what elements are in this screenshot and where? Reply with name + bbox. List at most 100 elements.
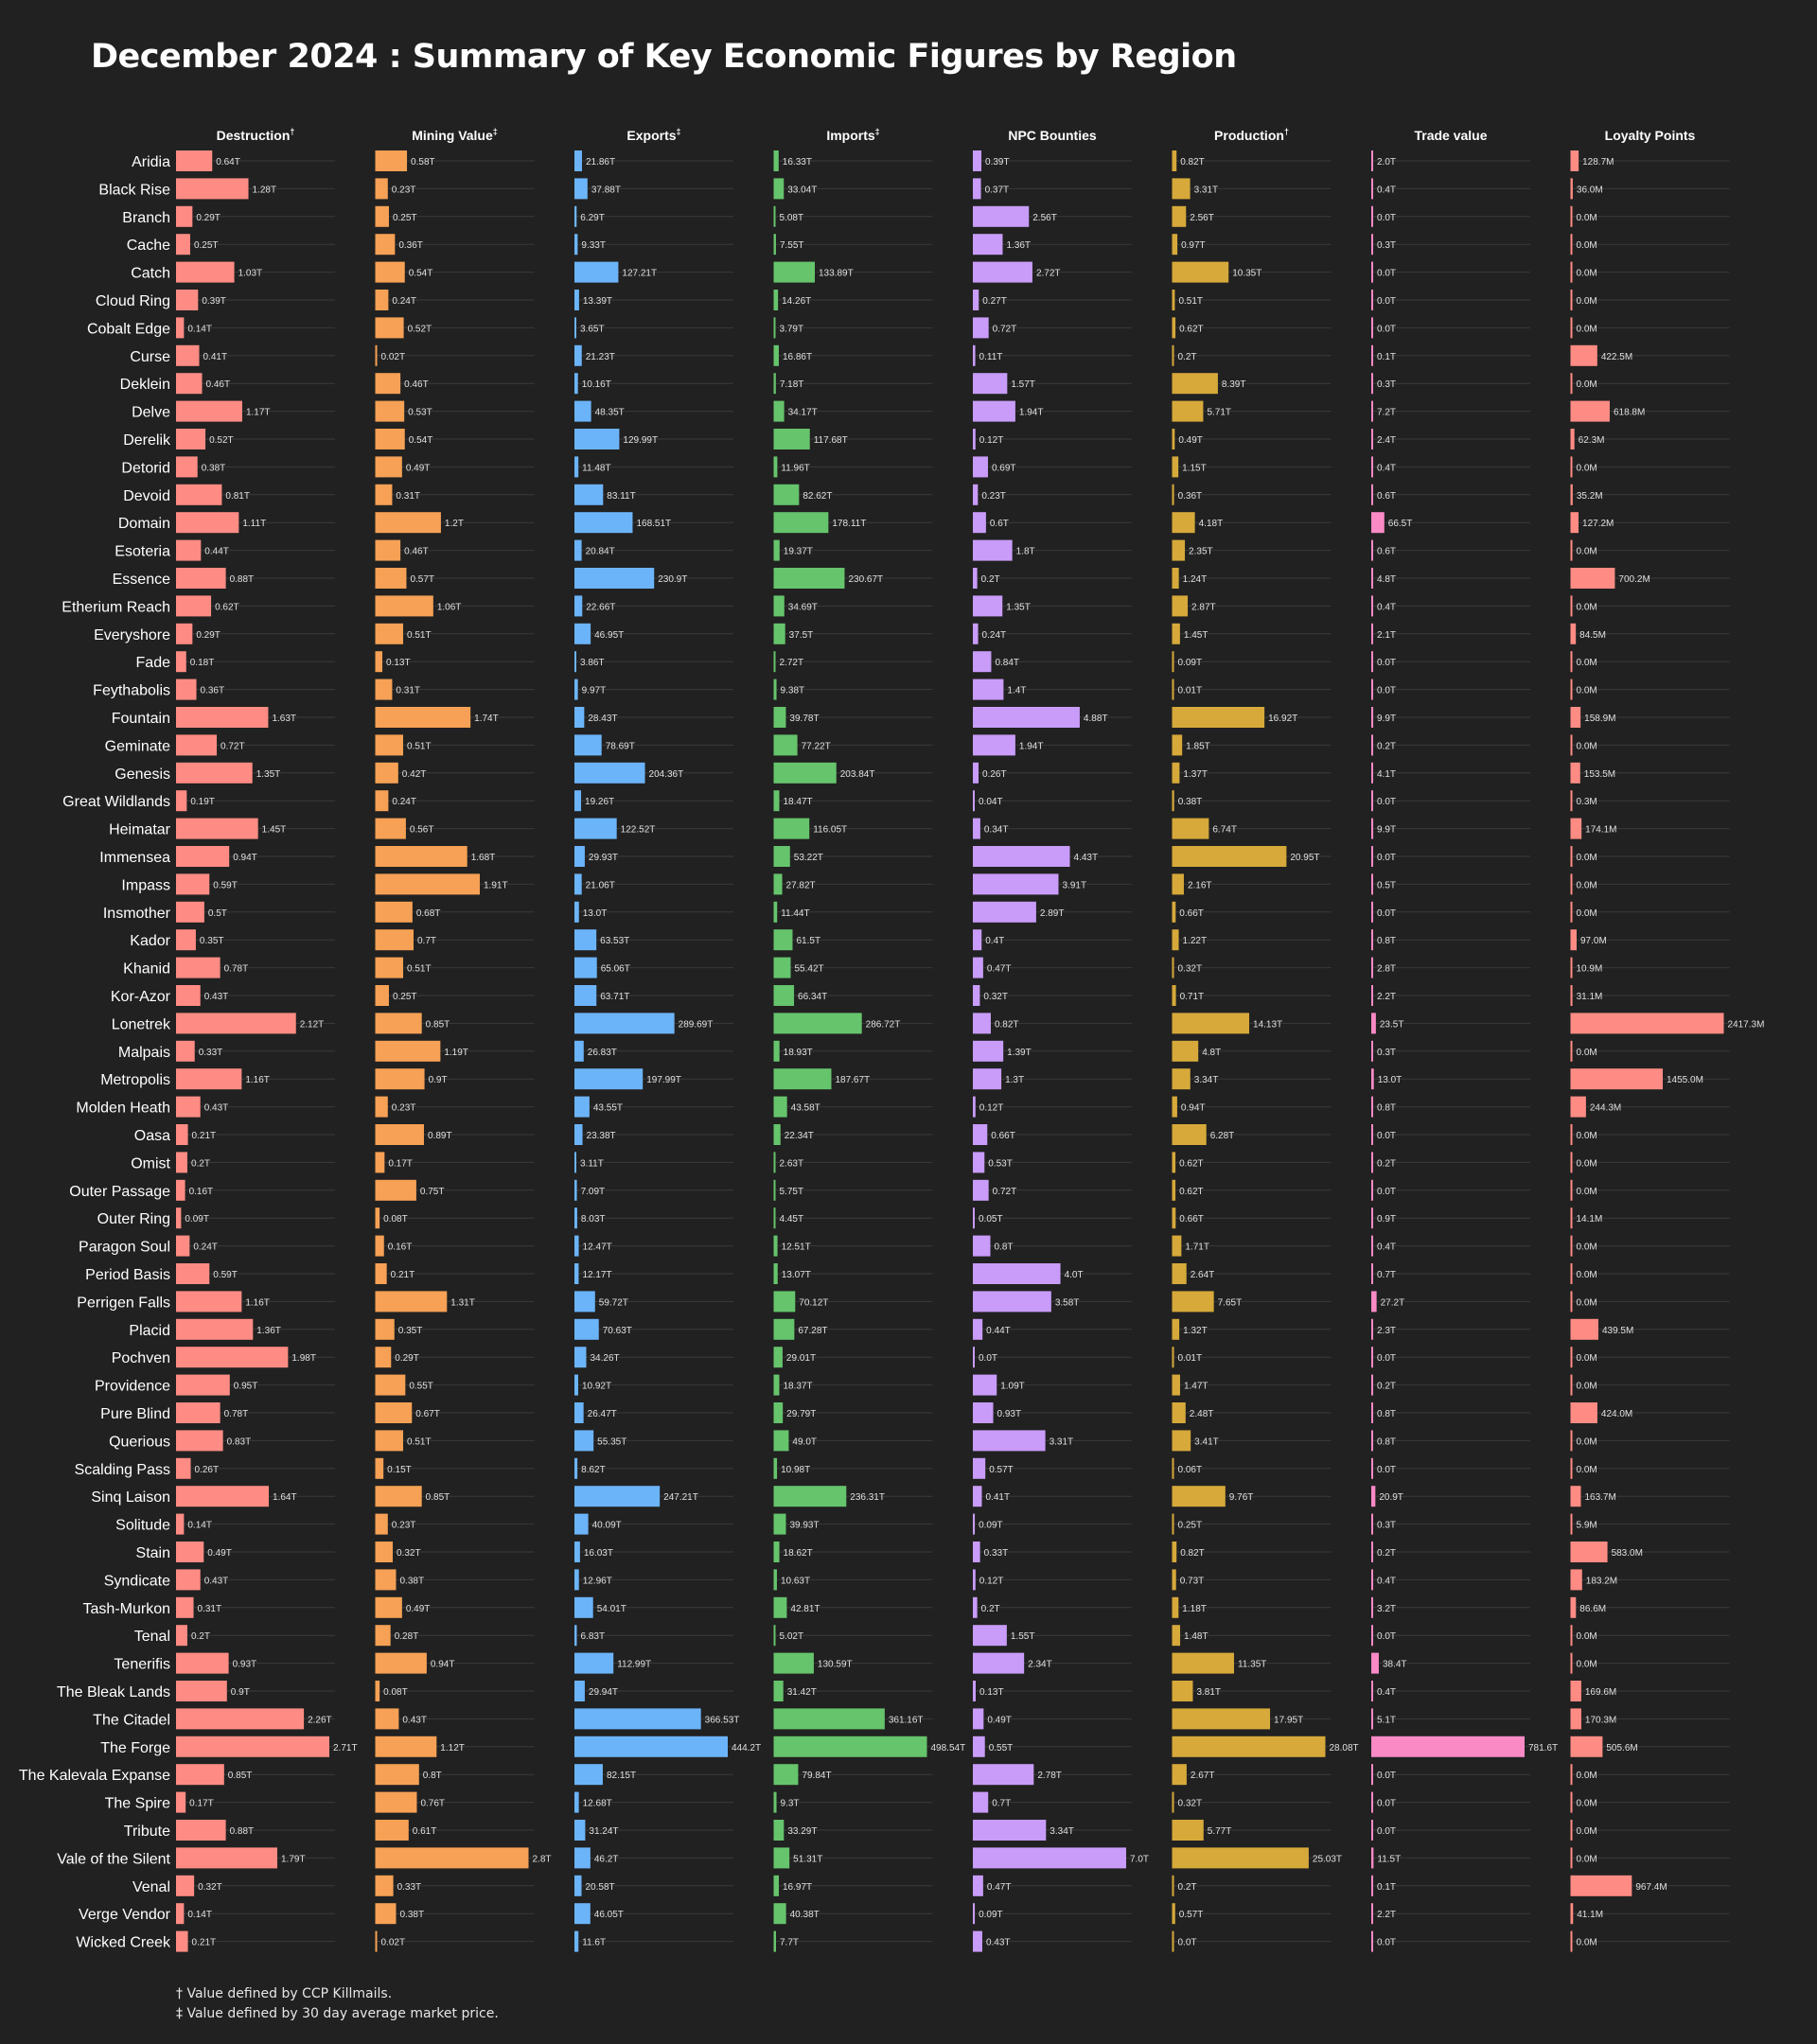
bar	[375, 150, 408, 171]
bar	[973, 901, 1036, 923]
bar	[1172, 1542, 1177, 1562]
bar	[773, 678, 777, 700]
bar	[1570, 1625, 1573, 1647]
bar-value-label: 1.94T	[1019, 408, 1044, 418]
bar	[1371, 1179, 1373, 1201]
bar	[1172, 1040, 1199, 1062]
region-label: The Citadel	[93, 1712, 170, 1728]
bar-value-label: 0.82T	[1180, 157, 1205, 167]
bar	[1570, 1681, 1581, 1701]
bar-value-label: 0.0M	[1577, 1382, 1597, 1392]
region-label: Outer Ring	[97, 1211, 170, 1227]
bar	[1371, 1374, 1373, 1396]
bar	[1371, 1625, 1373, 1647]
bar-value-label: 0.36T	[1178, 491, 1203, 502]
bar-value-label: 0.41T	[203, 352, 228, 362]
bar-value-label: 0.38T	[399, 1910, 424, 1920]
bar-value-label: 35.2M	[1577, 491, 1603, 502]
bar-value-label: 20.84T	[586, 547, 615, 557]
bar-value-label: 3.2T	[1377, 1604, 1396, 1614]
bar	[1371, 1402, 1373, 1423]
bar-value-label: 9.33T	[581, 240, 606, 251]
bar	[973, 818, 980, 839]
region-label: Insmother	[103, 906, 171, 922]
bar	[1570, 261, 1573, 283]
bar-value-label: 31.24T	[589, 1826, 618, 1837]
bar	[1570, 400, 1610, 422]
bar-value-label: 61.5T	[796, 936, 820, 946]
bar	[176, 651, 186, 673]
bar-value-label: 0.67T	[415, 1409, 440, 1419]
bar	[773, 539, 780, 561]
bar-value-label: 16.92T	[1268, 714, 1297, 724]
bar-value-label: 0.8T	[1377, 1409, 1396, 1419]
bar-value-label: 158.9M	[1584, 714, 1615, 724]
bar	[375, 205, 389, 227]
bar	[1570, 1430, 1573, 1452]
bar-value-label: 0.8T	[1377, 936, 1396, 946]
bar	[176, 1903, 185, 1925]
bar	[574, 539, 582, 561]
bar	[973, 762, 979, 784]
bar	[1371, 707, 1374, 728]
bar-value-label: 168.51T	[636, 519, 671, 529]
bar-value-label: 0.0T	[1377, 1131, 1396, 1141]
region-label: Esoteria	[115, 544, 170, 560]
bar-value-label: 0.55T	[409, 1382, 433, 1392]
bar-value-label: 67.28T	[798, 1326, 827, 1336]
bar-value-label: 0.0T	[1377, 1465, 1396, 1475]
bar-value-label: 129.99T	[623, 435, 658, 446]
bar-value-label: 0.51T	[1178, 296, 1203, 307]
bar	[574, 957, 597, 978]
bar-value-label: 0.49T	[987, 1715, 1012, 1725]
bar-value-label: 1.98T	[291, 1353, 316, 1364]
bar	[375, 261, 405, 283]
bar-value-label: 0.32T	[397, 1548, 421, 1559]
region-label: Everyshore	[94, 627, 170, 643]
bar-value-label: 5.75T	[780, 1187, 804, 1197]
bar-value-label: 0.3T	[1377, 240, 1396, 251]
bar-value-label: 0.33T	[199, 1048, 223, 1058]
bar	[574, 1930, 579, 1952]
bar	[574, 1457, 578, 1479]
bar	[1371, 1430, 1373, 1452]
bar-value-label: 3.41T	[1194, 1436, 1219, 1447]
bar-value-label: 9.38T	[781, 686, 805, 696]
bar-value-label: 153.5M	[1584, 769, 1615, 780]
bar-value-label: 117.68T	[814, 435, 848, 446]
bar	[1371, 400, 1373, 422]
bar	[973, 1681, 977, 1701]
bar	[1570, 1820, 1573, 1841]
bar	[375, 846, 467, 867]
bar	[1172, 623, 1180, 644]
bar-value-label: 7.0T	[1130, 1854, 1149, 1864]
bar	[1172, 651, 1174, 673]
bar-value-label: 0.16T	[189, 1187, 214, 1197]
bar-value-label: 0.43T	[204, 1103, 229, 1114]
region-label: Great Wildlands	[62, 794, 170, 810]
bar-value-label: 0.2T	[191, 1631, 210, 1642]
region-label: Metropolis	[100, 1072, 170, 1088]
bar	[773, 1569, 777, 1591]
bar-value-label: 0.37T	[985, 185, 1010, 195]
bar	[1570, 846, 1573, 867]
bar-value-label: 6.29T	[580, 213, 605, 223]
bar	[1371, 1347, 1373, 1368]
bar-value-label: 0.29T	[395, 1353, 419, 1364]
bar	[973, 1791, 989, 1813]
bar-value-label: 0.2T	[191, 1158, 210, 1169]
bar-value-label: 16.86T	[783, 352, 812, 362]
bar	[375, 734, 404, 756]
bar-value-label: 4.8T	[1377, 574, 1396, 585]
bar-value-label: 0.0T	[1377, 1771, 1396, 1781]
bar-value-label: 1.19T	[444, 1048, 468, 1058]
bar	[973, 400, 1015, 422]
region-label: Detorid	[121, 460, 170, 476]
bar-value-label: 0.88T	[230, 1826, 255, 1837]
bar-value-label: 0.0M	[1577, 1631, 1597, 1642]
bar-value-label: 0.0M	[1577, 908, 1597, 919]
bar-value-label: 18.62T	[784, 1548, 813, 1559]
bar-value-label: 34.17T	[788, 408, 818, 418]
bar	[1371, 1764, 1373, 1786]
bar-value-label: 1.85T	[1186, 741, 1210, 751]
